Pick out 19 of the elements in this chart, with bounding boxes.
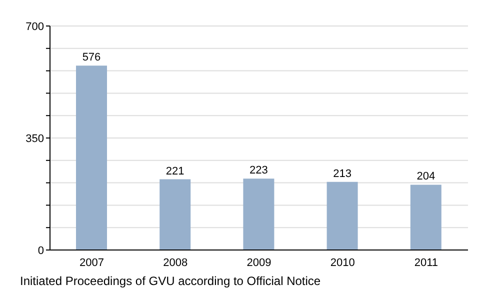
text: Initiated Proceedings of GVU according to Official Notice	[20, 274, 321, 288]
data-label: 223	[250, 164, 268, 177]
bar	[243, 178, 274, 250]
bar	[160, 179, 191, 250]
bar	[326, 182, 358, 250]
x-tick-label: 2010	[330, 256, 355, 269]
x-tick-label: 2008	[163, 256, 188, 269]
x-tick-label: 2009	[246, 256, 272, 269]
x-tick-label: 2011	[414, 256, 438, 269]
y-tick-label: 0	[38, 244, 44, 257]
bar	[76, 66, 107, 250]
data-label: 204	[416, 170, 436, 183]
data-label: 213	[333, 168, 352, 180]
data-label: 221	[166, 165, 184, 178]
y-tick-label: 700	[26, 20, 44, 33]
y-tick-label: 350	[26, 132, 44, 145]
bar	[410, 184, 442, 250]
x-tick-label: 2007	[80, 256, 104, 269]
data-label: 576	[82, 52, 101, 64]
